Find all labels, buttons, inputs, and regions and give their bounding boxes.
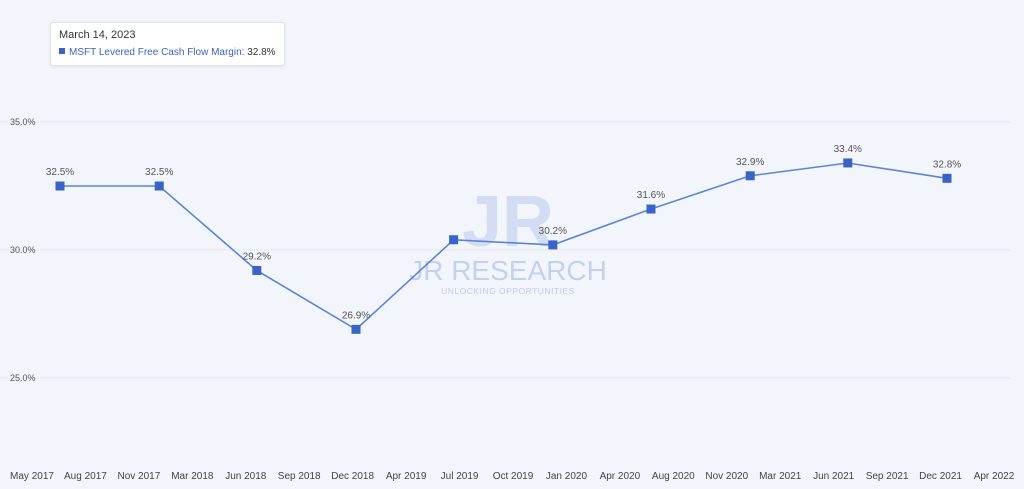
watermark: JR JR RESEARCH UNLOCKING OPPORTUNITIES <box>409 182 607 296</box>
data-point-marker[interactable] <box>55 181 65 191</box>
y-axis: 25.0% 30.0% 35.0% <box>10 117 36 383</box>
x-axis: May 2017 Aug 2017 Nov 2017 Mar 2018 Jun 2018… <box>10 471 1015 482</box>
x-tick-label: Jun 2021 <box>813 471 855 482</box>
data-point-marker[interactable] <box>843 158 853 168</box>
data-point-marker[interactable] <box>548 240 558 250</box>
data-label: 32.9% <box>736 157 764 168</box>
data-point-marker[interactable] <box>154 181 164 191</box>
x-tick-label: Aug 2020 <box>652 471 695 482</box>
x-tick-label: Mar 2021 <box>759 471 802 482</box>
data-point-marker[interactable] <box>252 265 262 275</box>
x-tick-label: Apr 2019 <box>386 471 427 482</box>
y-tick-label: 30.0% <box>10 245 36 255</box>
x-tick-label: Jun 2018 <box>225 471 267 482</box>
x-tick-label: Sep 2021 <box>866 471 909 482</box>
x-tick-label: Dec 2018 <box>331 471 374 482</box>
data-point-marker[interactable] <box>646 204 656 214</box>
x-tick-label: Sep 2018 <box>278 471 321 482</box>
series-line-path <box>60 162 948 331</box>
data-label: 32.5% <box>46 167 74 178</box>
tooltip-series-label: MSFT Levered Free Cash Flow Margin: <box>69 47 245 58</box>
watermark-tagline: UNLOCKING OPPORTUNITIES <box>441 286 575 296</box>
data-label: 33.4% <box>834 144 862 155</box>
data-label: 26.9% <box>342 310 370 321</box>
x-tick-label: May 2017 <box>10 471 54 482</box>
y-tick-label: 25.0% <box>10 373 36 383</box>
data-point-marker[interactable] <box>449 235 459 245</box>
x-tick-label: Aug 2017 <box>64 471 107 482</box>
x-tick-label: Jan 2020 <box>546 471 588 482</box>
data-label: 31.6% <box>637 190 665 201</box>
watermark-logo: JR <box>462 182 554 262</box>
data-label: 30.2% <box>539 226 567 237</box>
gridlines <box>0 121 1010 379</box>
tooltip-date: March 14, 2023 <box>59 29 136 41</box>
data-point-marker[interactable] <box>942 173 952 183</box>
data-label: 32.5% <box>145 167 173 178</box>
data-labels: 32.5% 32.5% 29.2% 26.9% 30.2% 31.6% 32.9% 33.4%… <box>46 144 961 321</box>
x-tick-label: Nov 2020 <box>705 471 748 482</box>
data-label: 29.2% <box>243 251 271 262</box>
series-line <box>55 158 952 334</box>
x-tick-label: Oct 2019 <box>493 471 534 482</box>
watermark-name: JR RESEARCH <box>409 255 607 286</box>
tooltip-series-row: MSFT Levered Free Cash Flow Margin: 32.8… <box>59 47 276 58</box>
x-tick-label: Dec 2021 <box>919 471 962 482</box>
x-tick-label: Apr 2022 <box>974 471 1015 482</box>
series-marker-icon <box>59 48 65 54</box>
data-label: 32.8% <box>933 159 961 170</box>
y-tick-label: 35.0% <box>10 117 36 127</box>
hover-tooltip: March 14, 2023 MSFT Levered Free Cash Fl… <box>50 22 285 66</box>
x-tick-label: Mar 2018 <box>171 471 214 482</box>
data-point-marker[interactable] <box>745 171 755 181</box>
x-tick-label: Nov 2017 <box>117 471 160 482</box>
x-tick-label: Jul 2019 <box>441 471 479 482</box>
x-tick-label: Apr 2020 <box>600 471 641 482</box>
tooltip-value: 32.8% <box>247 47 276 58</box>
data-point-marker[interactable] <box>351 324 361 334</box>
